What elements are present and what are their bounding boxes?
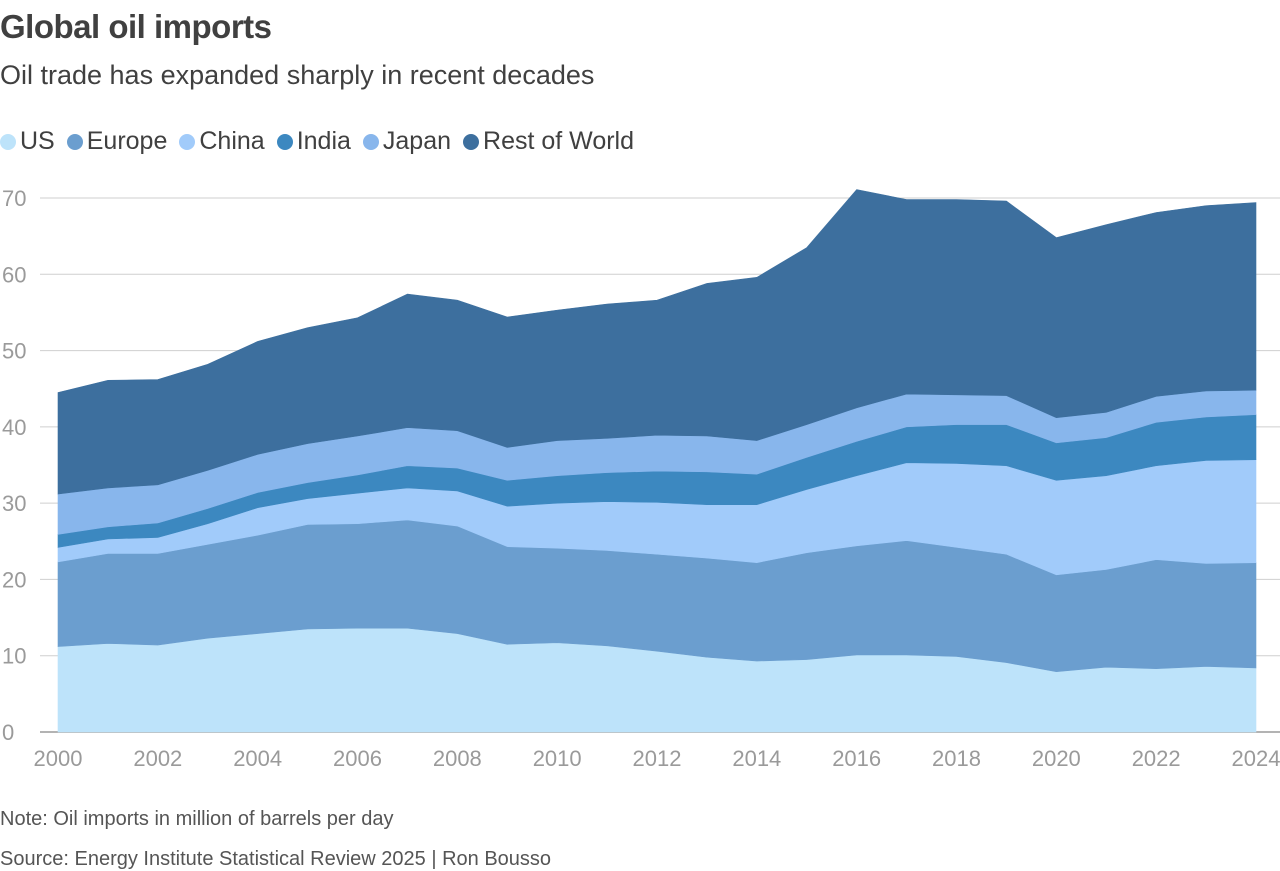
x-tick-label: 2016: [832, 746, 881, 771]
legend-swatch-china: [179, 133, 196, 150]
x-tick-label: 2002: [133, 746, 182, 771]
x-tick-label: 2014: [732, 746, 781, 771]
x-axis-ticks: 2000 2002 2004 2006 2008 2010 2012 2014 2016 2018…: [34, 746, 1280, 771]
legend-item-japan: Japan: [362, 127, 452, 156]
x-tick-label: 2024: [1232, 746, 1280, 771]
legend-label-us: US: [20, 127, 55, 155]
y-tick-label: 60: [2, 262, 26, 287]
legend-label-japan: Japan: [382, 127, 452, 155]
x-tick-label: 2004: [233, 746, 282, 771]
legend-item-europe: Europe: [66, 127, 168, 156]
legend-swatch-us: [0, 133, 16, 150]
chart-note: Note: Oil imports in million of barrels …: [0, 808, 394, 830]
x-tick-label: 2006: [333, 746, 382, 771]
chart-subtitle: Oil trade has expanded sharply in recent…: [0, 60, 595, 90]
x-tick-label: 2000: [34, 746, 83, 771]
area-rest-of-world: [57, 189, 1257, 495]
x-tick-label: 2022: [1132, 746, 1181, 771]
legend-swatch-europe: [66, 133, 83, 150]
legend-label-rest-of-world: Rest of World: [483, 127, 635, 155]
x-tick-label: 2008: [433, 746, 482, 771]
y-tick-label: 50: [2, 339, 26, 364]
legend-swatch-japan: [362, 133, 379, 150]
x-tick-label: 2010: [533, 746, 582, 771]
y-tick-label: 30: [2, 491, 26, 516]
y-tick-label: 70: [2, 186, 26, 211]
x-tick-label: 2012: [633, 746, 682, 771]
legend-swatch-india: [276, 133, 293, 150]
legend-swatch-rest-of-world: [463, 133, 480, 150]
area-series: [57, 189, 1257, 733]
y-tick-label: 20: [2, 567, 26, 592]
legend-item-china: China: [179, 127, 265, 156]
stacked-area-chart: 0 10 20 30 40 50 60 70 2000 2002 2004 2006 2008 2010…: [2, 186, 1280, 771]
chart-source: Source: Energy Institute Statistical Rev…: [0, 848, 552, 870]
x-tick-label: 2020: [1032, 746, 1081, 771]
y-tick-label: 0: [2, 720, 14, 745]
chart-title: Global oil imports: [0, 8, 272, 45]
y-axis-ticks: 0 10 20 30 40 50 60 70: [2, 186, 26, 745]
y-tick-label: 40: [2, 415, 26, 440]
x-tick-label: 2018: [932, 746, 981, 771]
legend: US Europe China India Japan Rest of Worl…: [0, 127, 646, 156]
legend-label-europe: Europe: [86, 127, 168, 155]
legend-label-india: India: [296, 127, 351, 155]
legend-item-india: India: [276, 127, 351, 156]
legend-label-china: China: [199, 127, 265, 155]
legend-item-us: US: [0, 127, 55, 156]
legend-item-rest-of-world: Rest of World: [463, 127, 634, 156]
y-tick-label: 10: [2, 644, 26, 669]
